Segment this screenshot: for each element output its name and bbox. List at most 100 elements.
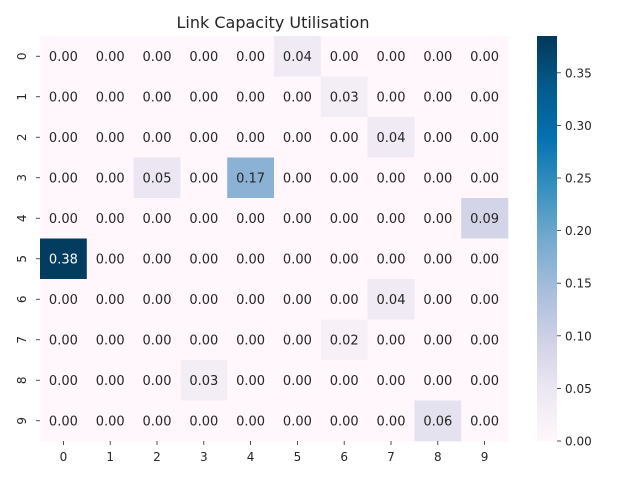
cell-value-label: 0.00: [470, 171, 499, 186]
y-tick-label: 5: [15, 255, 29, 263]
heatmap-cell: [133, 76, 181, 118]
cell-value-label: 0.00: [236, 252, 265, 267]
heatmap-cell: [86, 157, 134, 199]
cell-value-label: 0.00: [143, 293, 172, 308]
y-tick-label: 9: [15, 417, 29, 425]
heatmap-cell: [40, 238, 88, 280]
heatmap-cell: [40, 360, 88, 401]
heatmap-cell: [86, 76, 134, 118]
cell-value-label: 0.00: [377, 50, 406, 65]
cell-value-label: 0.00: [49, 374, 78, 389]
cell-value-label: 0.00: [96, 212, 125, 227]
heatmap-cell: [414, 400, 462, 442]
cell-value-label: 0.00: [283, 131, 312, 146]
heatmap-cell: [133, 36, 181, 77]
heatmap-cell: [320, 319, 368, 361]
heatmap-cell: [180, 117, 228, 158]
heatmap-cell: [461, 400, 509, 442]
heatmap-cell: [180, 360, 228, 401]
cell-value-label: 0.00: [283, 252, 312, 267]
cell-value-label: 0.00: [96, 50, 125, 65]
heatmap-cell: [320, 36, 368, 77]
cell-value-label: 0.00: [143, 212, 172, 227]
heatmap-cell: [274, 198, 322, 239]
heatmap-cell: [320, 360, 368, 401]
heatmap-cell: [86, 279, 134, 320]
cell-value-label: 0.00: [330, 374, 359, 389]
heatmap-cell: [320, 157, 368, 199]
colorbar-tick-label: 0.05: [565, 382, 592, 396]
y-tick-label: 3: [15, 174, 29, 182]
heatmap-cell: [180, 319, 228, 361]
cell-value-label: 0.06: [423, 414, 452, 429]
heatmap-cell: [227, 76, 275, 118]
cell-value-label: 0.00: [236, 90, 265, 105]
heatmap-cell: [274, 279, 322, 320]
heatmap-cell: [133, 238, 181, 280]
heatmap-cell: [414, 319, 462, 361]
heatmap-cell: [180, 198, 228, 239]
cell-value-label: 0.00: [143, 414, 172, 429]
cell-value-label: 0.38: [49, 252, 78, 267]
heatmap-cell: [274, 36, 322, 77]
cell-value-label: 0.00: [283, 212, 312, 227]
x-tick-label: 9: [481, 450, 489, 464]
heatmap-cell: [86, 36, 134, 77]
cell-value-label: 0.04: [283, 50, 312, 65]
cell-value-label: 0.00: [283, 90, 312, 105]
cell-value-label: 0.00: [470, 414, 499, 429]
cell-value-label: 0.00: [96, 293, 125, 308]
cell-value-label: 0.00: [49, 131, 78, 146]
heatmap-cell: [274, 238, 322, 280]
heatmap-cell: [40, 117, 88, 158]
cell-value-label: 0.00: [49, 171, 78, 186]
y-tick-label: 4: [15, 214, 29, 222]
cell-value-label: 0.00: [189, 414, 218, 429]
heatmap-cell: [86, 319, 134, 361]
heatmap-cell: [180, 157, 228, 199]
cell-value-label: 0.00: [283, 414, 312, 429]
heatmap-cell: [227, 400, 275, 442]
cell-value-label: 0.03: [189, 374, 218, 389]
y-axis: 0 1 2 3 4 5 6 7 8 9: [15, 52, 40, 425]
heatmap-cell: [133, 400, 181, 442]
heatmap-cell: [320, 76, 368, 118]
heatmap-cell: [40, 198, 88, 239]
heatmap-cell: [227, 36, 275, 77]
cell-value-label: 0.00: [236, 414, 265, 429]
colorbar-tick-label: 0.25: [565, 172, 592, 186]
cell-value-label: 0.04: [377, 293, 406, 308]
heatmap-cell: [414, 360, 462, 401]
cell-value-label: 0.00: [49, 333, 78, 348]
heatmap-cell: [180, 400, 228, 442]
cell-value-label: 0.00: [96, 252, 125, 267]
cell-value-label: 0.09: [470, 212, 499, 227]
heatmap-cell: [86, 117, 134, 158]
cell-value-label: 0.00: [143, 131, 172, 146]
heatmap-cell: [461, 319, 509, 361]
heatmap-cell: [133, 157, 181, 199]
heatmap-cell: [180, 238, 228, 280]
heatmap-cell: [461, 117, 509, 158]
heatmap-cell: [414, 238, 462, 280]
heatmap-cell: [367, 238, 415, 280]
heatmap-cell: [414, 76, 462, 118]
heatmap-grid: 0.00 0.00 0.00 0.00 0.00 0.04 0.00 0.00 0.00 0.00…: [40, 36, 509, 442]
heatmap-cell: [414, 157, 462, 199]
heatmap-cell: [40, 400, 88, 442]
heatmap-cell: [461, 279, 509, 320]
cell-value-label: 0.00: [143, 50, 172, 65]
cell-value-label: 0.00: [283, 293, 312, 308]
heatmap-cell: [40, 76, 88, 118]
cell-value-label: 0.00: [49, 90, 78, 105]
cell-value-label: 0.00: [330, 212, 359, 227]
heatmap-cell: [227, 117, 275, 158]
cell-value-label: 0.00: [423, 131, 452, 146]
cell-value-label: 0.17: [236, 171, 265, 186]
cell-value-label: 0.00: [377, 212, 406, 227]
cell-value-label: 0.00: [377, 171, 406, 186]
heatmap-cell: [461, 157, 509, 199]
cell-value-label: 0.00: [330, 293, 359, 308]
heatmap-cell: [40, 36, 88, 77]
heatmap-cell: [274, 360, 322, 401]
